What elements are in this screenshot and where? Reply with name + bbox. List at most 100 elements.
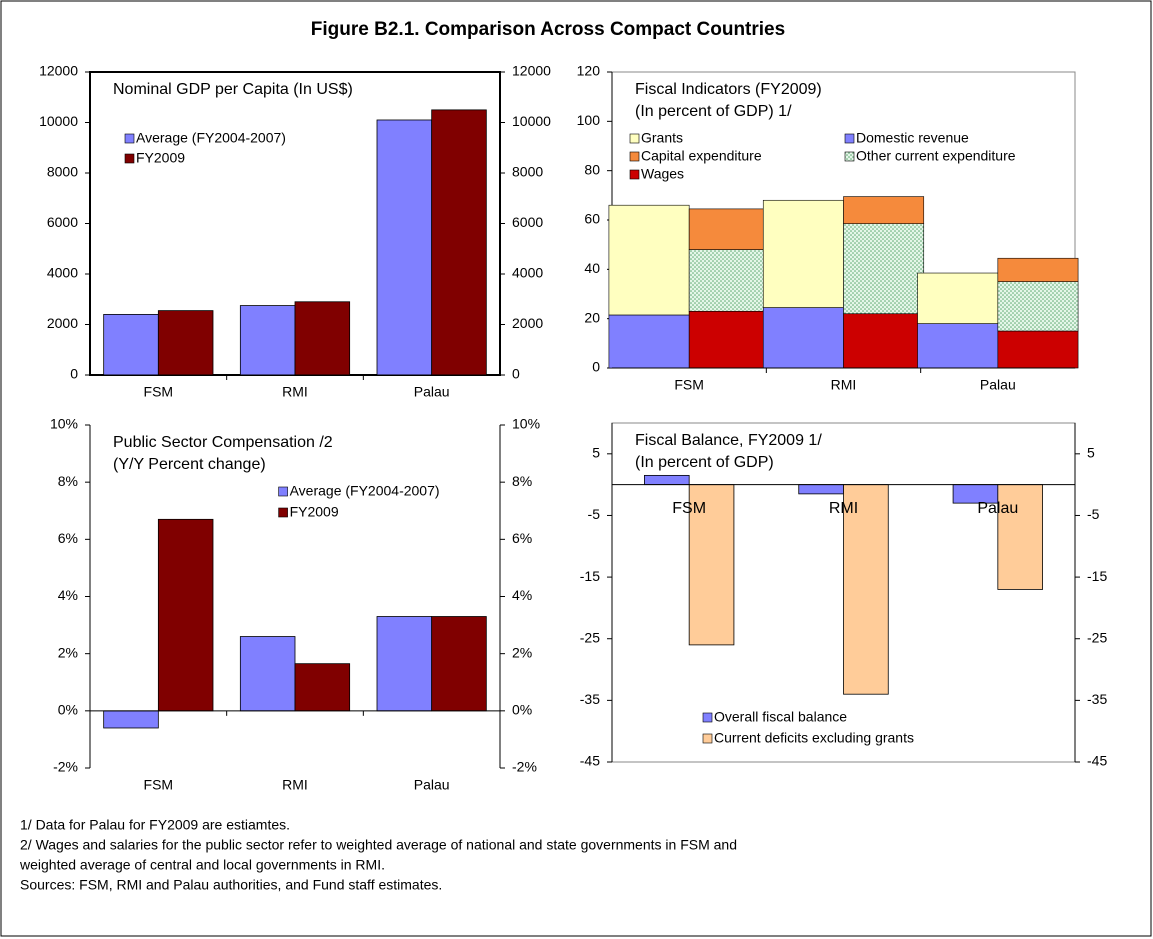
bar [157,310,214,376]
y-tick-label: -15 [580,568,600,584]
legend-swatch [629,133,640,144]
y-tick-label: 10% [50,416,78,432]
legend-label: Current deficits excluding grants [714,730,914,746]
bar-segment [917,323,999,369]
y2-tick-label: 5 [1087,445,1095,461]
x-tick-label: RMI [282,777,308,793]
x-tick-label: FSM [674,377,704,393]
bar [103,313,159,376]
bar [294,663,351,712]
bar-segment [843,196,925,224]
x-tick-label: Palau [977,500,1018,517]
footnote: Sources: FSM, RMI and Palau authorities,… [20,877,442,893]
y-tick-label: -2% [53,759,78,775]
y2-tick-label: 10% [512,416,540,432]
y-tick-label: 60 [584,211,600,227]
legend-swatch [844,133,855,144]
bar-segment [608,314,690,369]
y-tick-label: -35 [580,691,600,707]
bar [157,518,214,712]
y2-tick-label: -5 [1087,506,1100,522]
legend-swatch [124,133,135,144]
panel-subtitle: (In percent of GDP) 1/ [635,103,792,120]
y-tick-label: 20 [584,309,600,325]
panel-title: Fiscal Balance, FY2009 1/ [635,432,822,449]
y2-tick-label: -25 [1087,629,1107,645]
bar [239,636,296,712]
legend-swatch [124,153,135,164]
legend-swatch [278,486,288,497]
y-tick-label: 8000 [47,164,78,180]
bar-segment [762,307,844,369]
bar [997,484,1043,590]
panel-subtitle: (In percent of GDP) [635,454,774,471]
y-tick-label: 0% [58,702,78,718]
y2-tick-label: -35 [1087,691,1107,707]
x-tick-label: Palau [414,777,450,793]
footnote: weighted average of central and local go… [19,857,385,873]
y2-tick-label: 10000 [512,113,551,129]
y2-tick-label: -15 [1087,568,1107,584]
bar [431,109,487,376]
y-tick-label: 120 [577,63,601,79]
bar [644,474,690,486]
bar-segment [762,199,844,308]
legend-swatch [629,151,640,162]
bar-segment [688,208,770,250]
y-tick-label: 4% [58,587,78,603]
legend-label: Other current expenditure [856,148,1016,164]
legend-swatch [702,733,713,744]
bar-segment [843,313,925,369]
bar-segment [688,249,770,312]
panel-title: Fiscal Indicators (FY2009) [635,81,822,98]
y-tick-label: 6000 [47,214,78,230]
y2-tick-label: 2% [512,644,532,660]
y-tick-label: 10000 [39,113,78,129]
y-tick-label: 2% [58,644,78,660]
y2-tick-label: 4000 [512,265,543,281]
legend-label: Capital expenditure [641,148,762,164]
y-tick-label: -25 [580,629,600,645]
legend-swatch [629,169,640,180]
y-tick-label: 12000 [39,63,78,79]
x-tick-label: FSM [144,777,174,793]
y-tick-label: 8% [58,473,78,489]
x-tick-label: FSM [144,384,174,400]
y2-tick-label: 8000 [512,164,543,180]
y-tick-label: -45 [580,753,600,769]
bar [431,616,487,712]
bar [376,616,433,712]
bar [843,484,889,695]
x-tick-label: RMI [282,384,308,400]
bar [688,484,735,646]
bar [376,119,433,376]
y2-tick-label: 2000 [512,315,543,331]
x-tick-label: RMI [829,500,858,517]
panel-title: Public Sector Compensation /2 [113,434,333,451]
bar [798,484,844,495]
y-tick-label: 6% [58,530,78,546]
y2-tick-label: -45 [1087,753,1107,769]
x-tick-label: FSM [672,500,706,517]
y-tick-label: 40 [584,260,600,276]
bar-segment [688,310,770,369]
bar-segment [997,257,1079,282]
figure-title: Figure B2.1. Comparison Across Compact C… [311,19,785,40]
legend-swatch [702,712,713,723]
legend-label: Grants [641,130,683,146]
y2-tick-label: 0 [512,366,520,382]
legend-label: Average (FY2004-2007) [290,483,440,499]
y-tick-label: 0 [70,366,78,382]
x-tick-label: Palau [980,377,1016,393]
panel-title: Nominal GDP per Capita (In US$) [113,81,353,98]
legend-swatch [844,151,855,162]
y-tick-label: 100 [577,112,601,128]
bar-segment [997,330,1079,369]
y2-tick-label: 6000 [512,214,543,230]
y-tick-label: 2000 [47,315,78,331]
panel-subtitle: (Y/Y Percent change) [113,456,266,473]
y2-tick-label: 6% [512,530,532,546]
y-tick-label: -5 [588,506,601,522]
